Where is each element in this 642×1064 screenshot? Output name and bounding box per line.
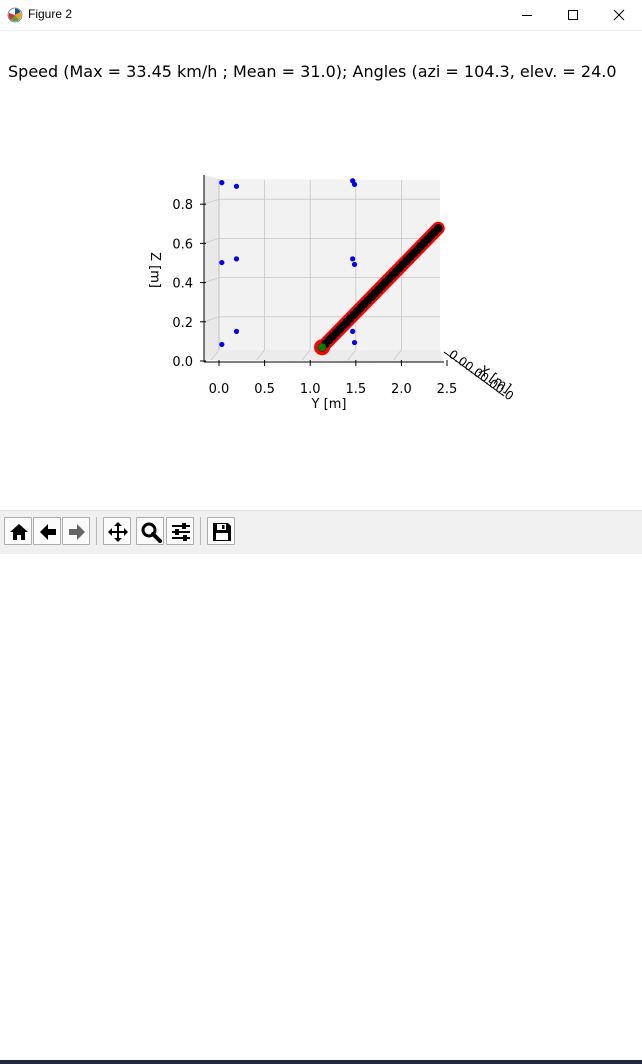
zoom-button[interactable] — [136, 517, 164, 545]
y-axis-label: Y [m] — [311, 397, 347, 412]
projection-point — [233, 183, 240, 189]
projection-point — [351, 261, 358, 268]
window-titlebar: Figure 2 — [0, 0, 642, 31]
arrow-right-icon — [69, 524, 85, 540]
home-icon — [10, 524, 28, 540]
matplotlib-logo-icon — [7, 7, 23, 23]
arrow-left-icon — [40, 524, 56, 540]
taskbar-strip — [0, 1060, 642, 1064]
projection-point — [351, 339, 358, 346]
toolbar-separator — [96, 517, 97, 545]
projection-point — [233, 256, 240, 262]
home-button[interactable] — [4, 517, 32, 545]
projection-point — [233, 328, 240, 334]
y-tick-label: 0.5 — [254, 382, 275, 397]
close-icon — [613, 9, 625, 21]
floor-pane — [204, 350, 444, 362]
z-axis-ticks: 0.0 0.2 0.4 0.6 0.8 — [172, 198, 206, 370]
magnifier-icon — [141, 522, 162, 543]
figure-title: Speed (Max = 33.45 km/h ; Mean = 31.0); … — [8, 62, 617, 81]
minimize-icon — [522, 15, 532, 16]
axes-frame — [203, 175, 444, 363]
projection-point — [350, 256, 356, 262]
y-tick-label: 2.5 — [437, 382, 458, 397]
maximize-button[interactable] — [550, 0, 596, 30]
grid-line — [393, 349, 402, 361]
trajectory-point — [433, 223, 443, 233]
back-pane — [219, 179, 440, 350]
grid-line — [256, 349, 265, 361]
navigation-toolbar — [0, 510, 642, 1064]
grid-line — [203, 198, 220, 205]
left-pane — [204, 175, 219, 360]
start-point-marker — [318, 343, 327, 352]
y-tick-label: 0.0 — [209, 382, 230, 397]
grid-line — [203, 277, 220, 283]
back-button[interactable] — [33, 517, 61, 545]
maximize-icon — [568, 10, 578, 20]
plot-canvas[interactable]: 0.0 0.5 1.0 1.5 2.0 2.5 0.0 0.2 0.4 0.6 0.8 Y [m]… — [0, 30, 642, 510]
window-title: Figure 2 — [28, 7, 73, 21]
save-button[interactable] — [207, 517, 235, 545]
projection-point — [350, 328, 356, 334]
projection-point — [219, 259, 225, 266]
grid-line — [301, 349, 311, 361]
forward-button[interactable] — [62, 517, 90, 545]
toolbar-separator — [200, 517, 201, 545]
x-axis-line — [443, 351, 505, 397]
y-tick-label: 1.5 — [345, 382, 366, 397]
start-point — [318, 343, 327, 352]
floppy-disk-icon — [213, 523, 231, 541]
projection-point — [219, 180, 225, 186]
z-tick-label: 0.0 — [172, 355, 193, 370]
subplots-button[interactable] — [166, 517, 194, 545]
sliders-icon — [172, 523, 190, 541]
close-button[interactable] — [596, 0, 642, 30]
y-axis-ticks: 0.0 0.5 1.0 1.5 2.0 2.5 — [209, 360, 458, 397]
y-tick-label: 2.0 — [391, 382, 412, 397]
pan-button[interactable] — [103, 517, 131, 545]
y-tick-label: 1.0 — [300, 382, 321, 397]
z-axis-label: Z [m] — [147, 252, 162, 288]
z-tick-label: 0.8 — [172, 198, 193, 213]
move-icon — [108, 522, 128, 542]
grid-line — [210, 349, 220, 361]
grid-line — [347, 349, 357, 361]
projection-points — [219, 178, 358, 348]
projection-point — [351, 181, 358, 188]
grid-line — [203, 316, 220, 323]
grid-line — [203, 238, 220, 244]
projection-point — [219, 341, 225, 348]
z-tick-label: 0.6 — [172, 237, 193, 252]
z-tick-label: 0.2 — [172, 316, 193, 331]
minimize-button[interactable] — [504, 0, 550, 30]
trajectory-points — [317, 223, 443, 352]
z-tick-label: 0.4 — [172, 277, 193, 292]
